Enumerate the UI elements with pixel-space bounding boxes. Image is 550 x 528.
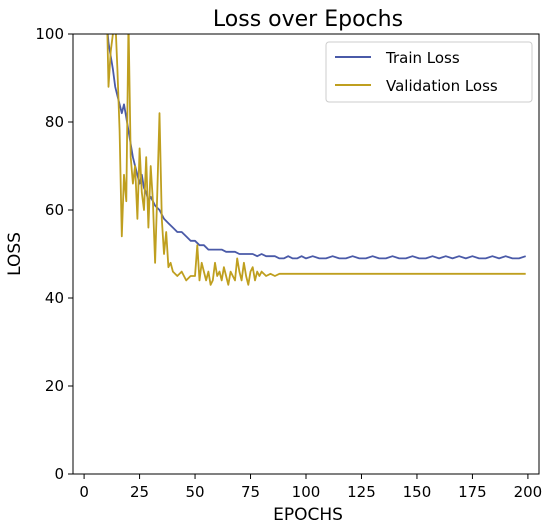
series-layer [106, 34, 526, 286]
legend: Train Loss Validation Loss [325, 41, 533, 103]
x-tick-label: 150 [403, 483, 432, 501]
x-axis-ticks: 0 25 50 75 100 125 150 175 200 [79, 474, 542, 501]
y-tick-label: 20 [45, 377, 64, 395]
x-tick-label: 125 [347, 483, 376, 501]
y-tick-label: 40 [45, 289, 64, 307]
x-tick-label: 75 [241, 483, 260, 501]
y-tick-label: 60 [45, 201, 64, 219]
legend-label-train-loss: Train Loss [385, 49, 460, 67]
chart-title: Loss over Epochs [213, 7, 403, 32]
x-tick-label: 0 [79, 483, 89, 501]
x-tick-label: 100 [292, 483, 321, 501]
x-tick-label: 50 [186, 483, 205, 501]
legend-box [325, 41, 533, 103]
x-tick-label: 25 [130, 483, 149, 501]
y-axis-label: LOSS [5, 232, 25, 276]
y-axis-ticks: 0 20 40 60 80 100 [35, 25, 73, 483]
x-tick-label: 175 [458, 483, 487, 501]
y-tick-label: 80 [45, 113, 64, 131]
y-tick-label: 0 [54, 465, 64, 483]
series-line-validation-loss [106, 34, 526, 286]
y-tick-label: 100 [35, 25, 64, 43]
legend-label-validation-loss: Validation Loss [386, 77, 498, 95]
x-axis-label: EPOCHS [273, 505, 343, 525]
x-tick-label: 200 [514, 483, 543, 501]
